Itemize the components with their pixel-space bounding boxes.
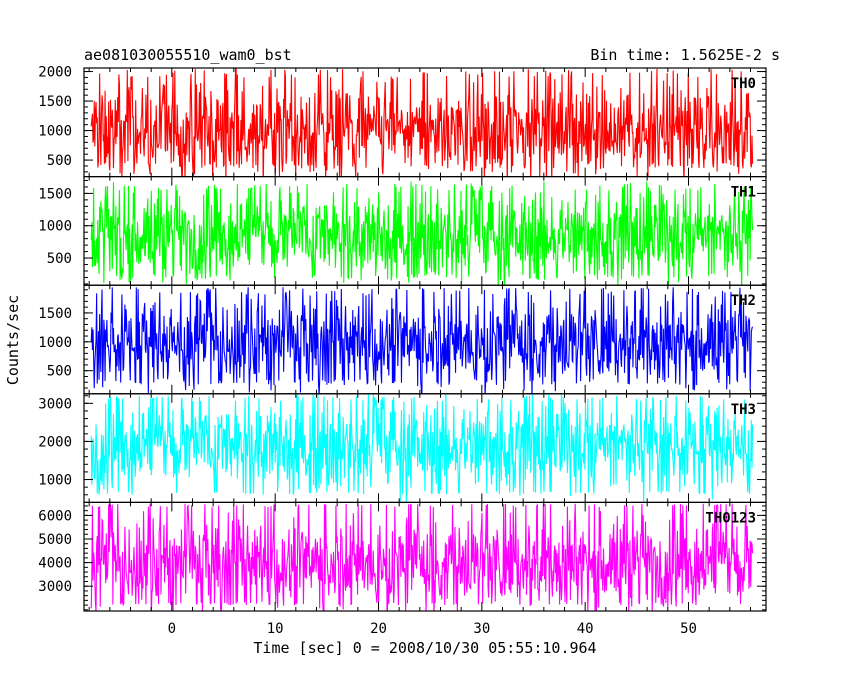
- panel-frame-th0123: [83, 501, 767, 612]
- panel-label-th3: TH3: [731, 402, 756, 418]
- y-tick-label: 1000: [38, 335, 72, 351]
- series-th0: [90, 68, 754, 177]
- y-tick-label: 2000: [38, 434, 72, 450]
- series-line-th0: [90, 68, 754, 177]
- x-axis-label: Time [sec] 0 = 2008/10/30 05:55:10.964: [253, 639, 596, 657]
- series-th2: [90, 287, 754, 394]
- series-th0123: [90, 503, 754, 611]
- chart-title-right: Bin time: 1.5625E-2 s: [590, 46, 780, 64]
- y-tick-label: 4000: [38, 556, 72, 572]
- y-tick-label: 1000: [38, 219, 72, 235]
- series-line-th1: [90, 181, 754, 286]
- series-line-th0123: [90, 503, 754, 611]
- panel-label-th1: TH1: [731, 185, 756, 201]
- y-tick-label: 5000: [38, 532, 72, 548]
- y-tick-label: 1000: [38, 124, 72, 140]
- series-th1: [90, 181, 754, 286]
- y-axis-label: Counts/sec: [4, 295, 22, 385]
- series-line-th2: [90, 287, 754, 394]
- x-tick-label: 10: [267, 621, 284, 637]
- y-tick-label: 3000: [38, 396, 72, 412]
- y-tick-label: 1500: [38, 306, 72, 322]
- series-th3: [90, 393, 754, 503]
- y-tick-label: 500: [47, 251, 72, 267]
- panel-label-th2: TH2: [731, 293, 756, 309]
- series-line-th3: [90, 393, 754, 503]
- chart-title-left: ae081030055510_wam0_bst: [84, 46, 292, 64]
- y-tick-label: 2000: [38, 65, 72, 81]
- y-tick-label: 3000: [38, 579, 72, 595]
- x-tick-label: 20: [370, 621, 387, 637]
- y-tick-label: 6000: [38, 508, 72, 524]
- panel-label-th0: TH0: [731, 76, 756, 92]
- x-tick-label: 40: [577, 621, 594, 637]
- x-tick-label: 50: [680, 621, 697, 637]
- y-tick-label: 1500: [38, 94, 72, 110]
- x-tick-label: 0: [168, 621, 176, 637]
- x-tick-label: 30: [473, 621, 490, 637]
- y-tick-label: 1000: [38, 473, 72, 489]
- panel-label-th0123: TH0123: [705, 510, 756, 526]
- y-tick-label: 1500: [38, 186, 72, 202]
- y-tick-label: 500: [47, 364, 72, 380]
- y-tick-label: 500: [47, 153, 72, 169]
